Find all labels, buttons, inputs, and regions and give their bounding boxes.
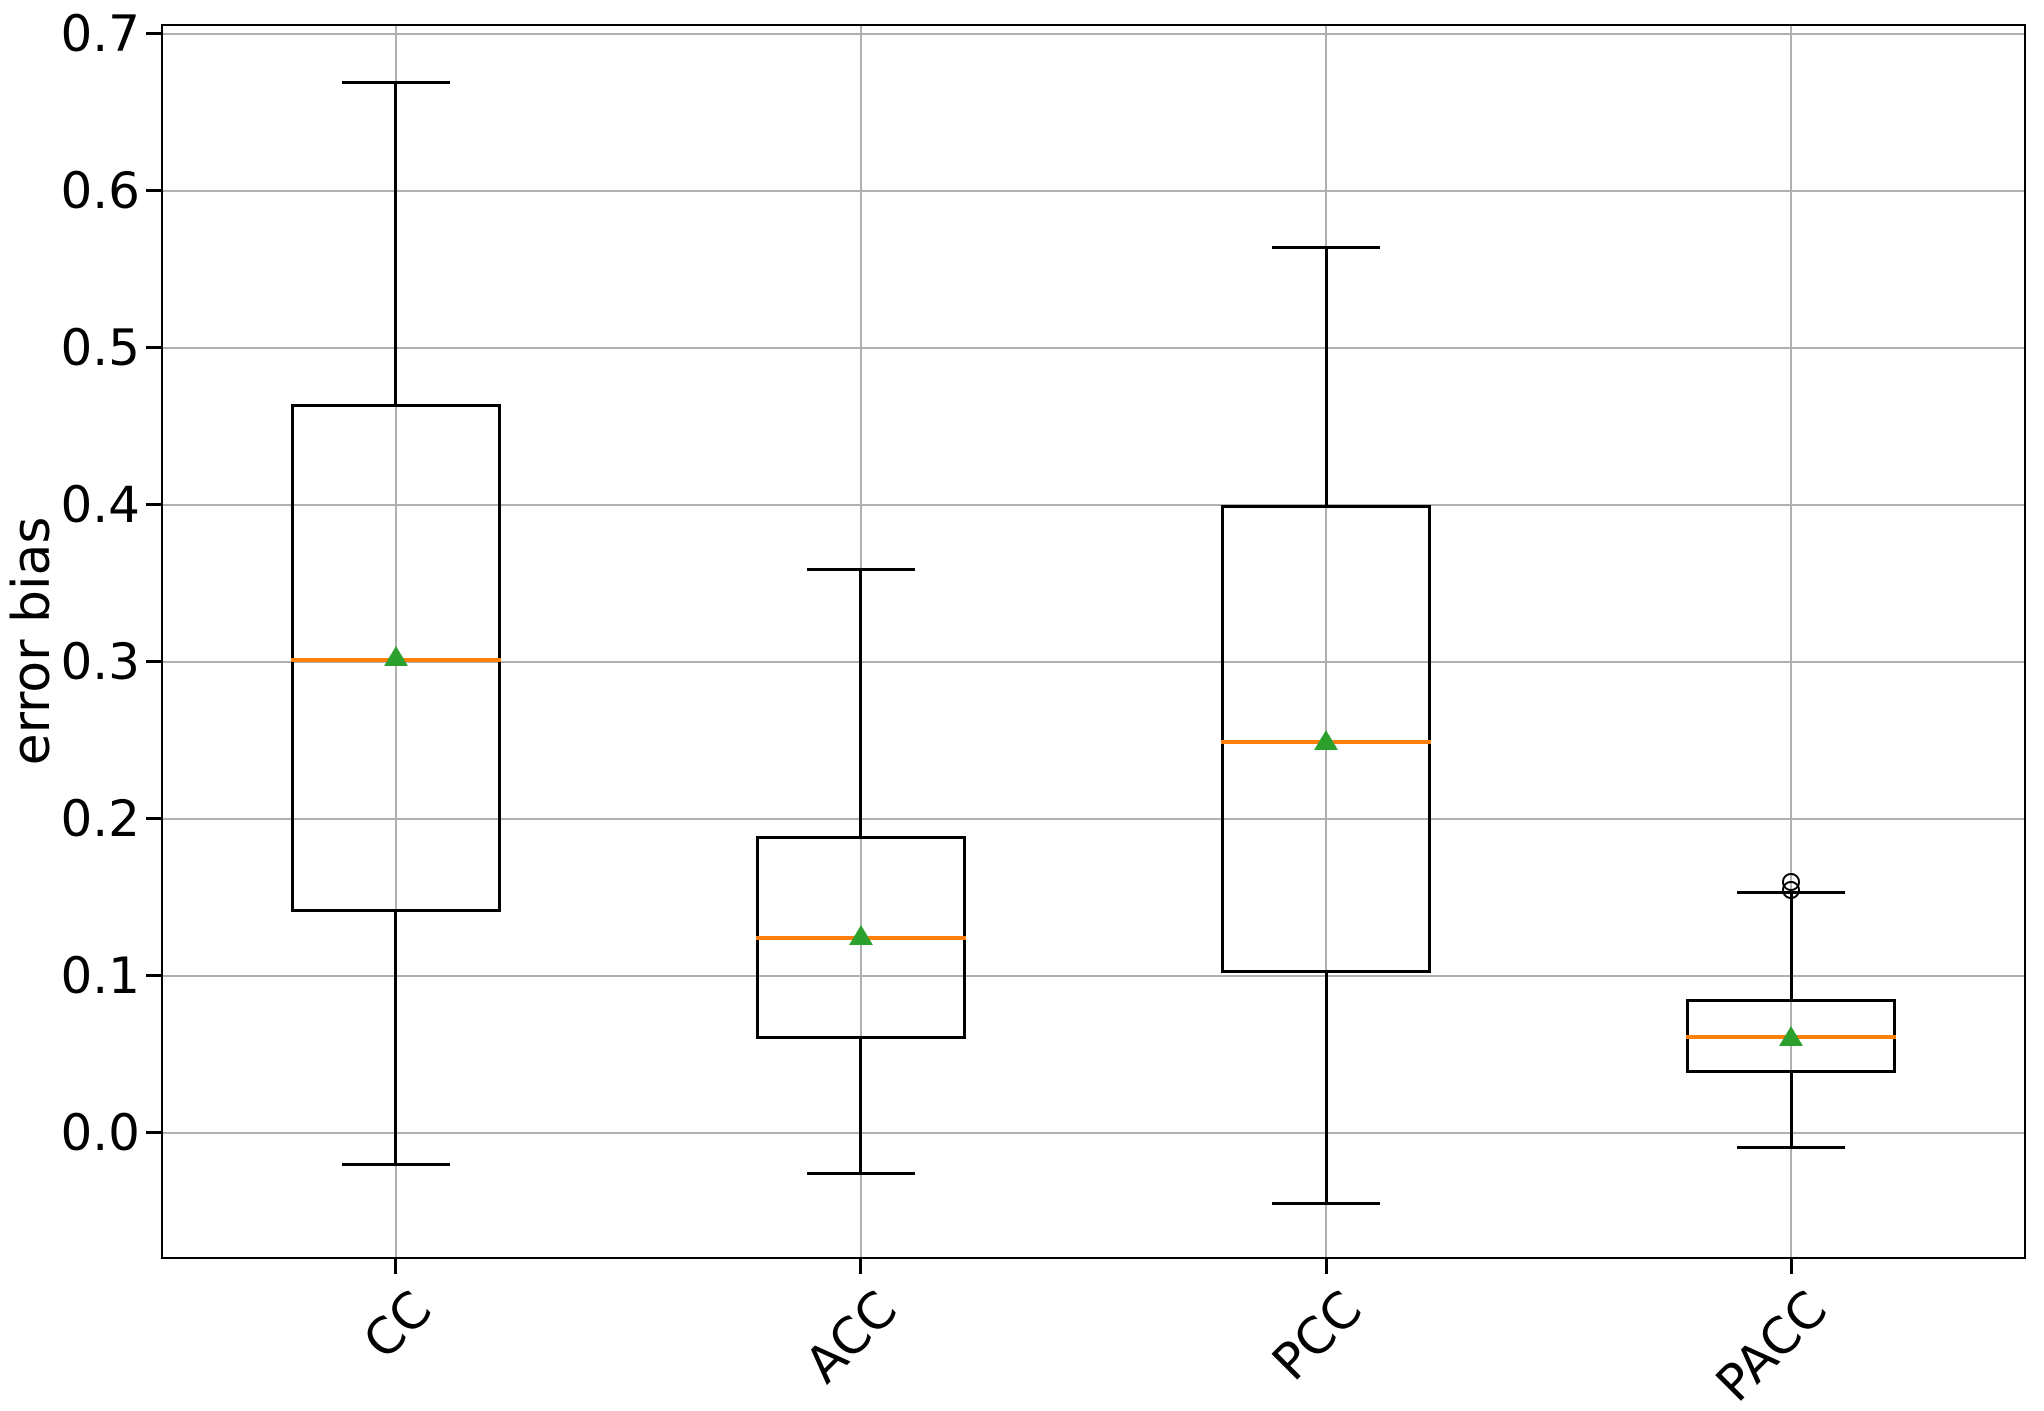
box-pcc-lower-cap	[1272, 1202, 1381, 1206]
y-tick-mark	[146, 1131, 163, 1135]
y-tick-mark	[146, 817, 163, 821]
v-gridline	[394, 26, 397, 1257]
x-tick-mark	[394, 1257, 398, 1274]
x-tick-label: PACC	[1705, 1279, 1839, 1411]
y-tick-label: 0.2	[60, 789, 140, 848]
h-gridline	[163, 32, 2024, 35]
box-cc-upper-cap	[341, 81, 450, 85]
y-tick-label: 0.1	[60, 946, 140, 1005]
box-pacc-mean-marker	[1779, 1025, 1804, 1046]
box-acc-mean-marker	[848, 925, 873, 946]
box-pacc-upper-whisker	[1789, 892, 1793, 1000]
box-pcc-lower-whisker	[1324, 972, 1328, 1204]
box-cc-lower-whisker	[394, 911, 398, 1165]
v-gridline	[1790, 26, 1793, 1257]
box-pcc-mean-marker	[1314, 730, 1339, 751]
box-cc-iqr	[290, 404, 501, 912]
y-tick-mark	[146, 346, 163, 350]
box-pcc-upper-cap	[1272, 245, 1381, 249]
y-tick-label: 0.0	[60, 1103, 140, 1162]
box-cc-lower-cap	[341, 1162, 450, 1166]
box-acc-lower-whisker	[859, 1038, 863, 1174]
box-pacc-lower-cap	[1737, 1145, 1846, 1149]
x-tick-mark	[1324, 1257, 1328, 1274]
y-tick-label: 0.6	[60, 161, 140, 220]
x-tick-label: PCC	[1261, 1279, 1374, 1392]
x-tick-mark	[859, 1257, 863, 1274]
y-tick-label: 0.7	[60, 4, 140, 63]
h-gridline	[163, 346, 2024, 349]
x-tick-label: ACC	[793, 1279, 908, 1394]
y-tick-mark	[146, 974, 163, 978]
v-gridline	[1325, 26, 1328, 1257]
box-cc-mean-marker	[383, 645, 408, 666]
y-tick-mark	[146, 189, 163, 193]
box-pcc-upper-whisker	[1324, 247, 1328, 505]
h-gridline	[163, 1131, 2024, 1134]
box-cc-upper-whisker	[394, 82, 398, 405]
box-acc-upper-whisker	[859, 569, 863, 837]
h-gridline	[163, 660, 2024, 663]
y-tick-mark	[146, 660, 163, 664]
x-tick-label: CC	[352, 1279, 443, 1371]
y-tick-label: 0.4	[60, 475, 140, 534]
x-tick-mark	[1789, 1257, 1793, 1274]
y-tick-mark	[146, 503, 163, 507]
h-gridline	[163, 817, 2024, 820]
box-pacc-outlier	[1782, 872, 1801, 891]
y-tick-label: 0.3	[60, 632, 140, 691]
h-gridline	[163, 974, 2024, 977]
y-tick-label: 0.5	[60, 318, 140, 377]
axes-border	[161, 24, 2026, 1259]
y-tick-mark	[146, 32, 163, 36]
h-gridline	[163, 189, 2024, 192]
box-acc-upper-cap	[806, 567, 915, 571]
box-acc-lower-cap	[806, 1172, 915, 1176]
box-pcc-iqr	[1221, 504, 1432, 973]
box-pacc-lower-whisker	[1789, 1073, 1793, 1148]
h-gridline	[163, 503, 2024, 506]
